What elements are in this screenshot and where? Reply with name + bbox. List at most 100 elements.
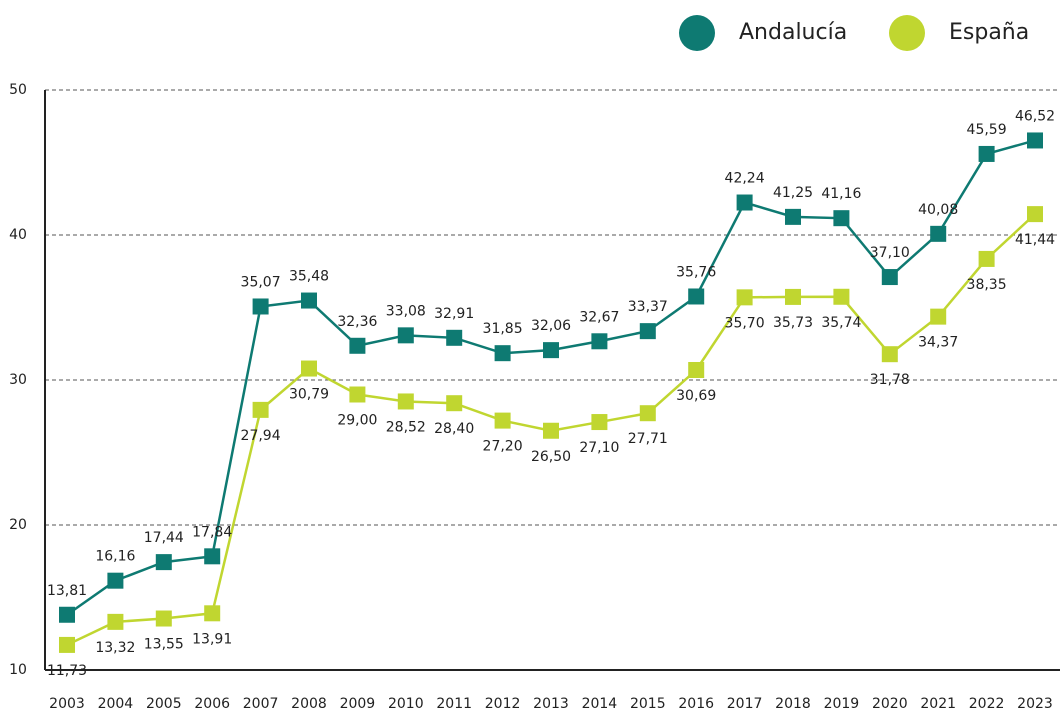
x-tick-label: 2015 bbox=[630, 696, 666, 712]
x-tick-label: 2023 bbox=[1017, 696, 1053, 712]
x-tick-label: 2020 bbox=[872, 696, 908, 712]
data-label: 42,24 bbox=[725, 171, 765, 187]
marker bbox=[639, 323, 656, 340]
data-label: 30,79 bbox=[289, 387, 329, 403]
marker bbox=[930, 225, 947, 242]
marker bbox=[494, 345, 511, 362]
data-label: 30,69 bbox=[676, 388, 716, 404]
marker bbox=[688, 361, 705, 378]
data-label: 26,50 bbox=[531, 449, 571, 465]
legend-text: España bbox=[949, 20, 1029, 45]
marker bbox=[1027, 132, 1043, 149]
x-tick-label: 2017 bbox=[727, 696, 763, 712]
marker bbox=[397, 327, 414, 344]
x-tick-label: 2018 bbox=[775, 696, 811, 712]
data-label: 16,16 bbox=[95, 549, 135, 565]
data-label: 13,91 bbox=[192, 631, 232, 647]
marker bbox=[930, 308, 947, 325]
marker bbox=[446, 395, 463, 412]
marker bbox=[688, 288, 705, 305]
marker bbox=[543, 422, 559, 439]
data-label: 28,40 bbox=[434, 421, 474, 437]
data-label: 17,84 bbox=[192, 524, 232, 540]
x-tick-label: 2022 bbox=[969, 696, 1005, 712]
marker bbox=[446, 329, 463, 346]
x-tick-label: 2003 bbox=[49, 696, 85, 712]
data-label: 32,91 bbox=[434, 306, 474, 322]
marker bbox=[301, 360, 317, 377]
data-label: 27,94 bbox=[241, 428, 281, 444]
marker bbox=[978, 250, 995, 267]
marker bbox=[736, 289, 753, 306]
data-label: 27,20 bbox=[483, 439, 523, 455]
marker bbox=[494, 412, 511, 429]
x-tick-label: 2007 bbox=[243, 696, 279, 712]
data-label: 35,07 bbox=[241, 274, 281, 290]
data-label: 31,85 bbox=[483, 321, 523, 337]
marker bbox=[591, 333, 608, 350]
data-label: 29,00 bbox=[337, 413, 377, 429]
marker bbox=[349, 386, 366, 403]
data-label: 35,76 bbox=[676, 264, 716, 280]
marker bbox=[204, 605, 221, 622]
data-label: 33,08 bbox=[386, 303, 426, 319]
data-label: 46,52 bbox=[1015, 108, 1055, 124]
y-tick-label: 50 bbox=[9, 82, 27, 98]
marker bbox=[591, 414, 608, 431]
x-tick-label: 2009 bbox=[340, 696, 376, 712]
data-label: 28,52 bbox=[386, 419, 426, 435]
data-label: 31,78 bbox=[870, 372, 910, 388]
marker bbox=[252, 401, 269, 418]
x-tick-label: 2021 bbox=[920, 696, 956, 712]
marker bbox=[736, 194, 753, 211]
x-tick-label: 2011 bbox=[436, 696, 472, 712]
data-label: 33,37 bbox=[628, 299, 668, 315]
marker bbox=[1027, 206, 1043, 223]
marker bbox=[397, 393, 414, 410]
data-label: 41,16 bbox=[821, 186, 861, 202]
y-tick-label: 30 bbox=[9, 372, 27, 388]
marker bbox=[107, 572, 124, 589]
legend-text: Andalucía bbox=[739, 20, 847, 45]
marker bbox=[881, 269, 898, 286]
marker bbox=[978, 145, 995, 162]
x-tick-label: 2008 bbox=[291, 696, 327, 712]
x-tick-label: 2004 bbox=[98, 696, 134, 712]
marker bbox=[252, 298, 269, 315]
data-label: 35,48 bbox=[289, 269, 329, 285]
marker bbox=[155, 554, 172, 571]
marker bbox=[204, 548, 221, 565]
marker bbox=[833, 288, 850, 305]
data-label: 32,36 bbox=[337, 314, 377, 330]
data-label: 35,73 bbox=[773, 315, 813, 331]
data-label: 11,73 bbox=[47, 663, 87, 679]
marker bbox=[785, 288, 801, 305]
marker bbox=[543, 342, 559, 359]
x-tick-label: 2019 bbox=[824, 696, 860, 712]
marker bbox=[639, 405, 656, 422]
marker bbox=[107, 613, 124, 630]
x-tick-label: 2016 bbox=[678, 696, 714, 712]
y-tick-label: 40 bbox=[9, 227, 27, 243]
data-label: 35,70 bbox=[725, 315, 765, 331]
x-tick-label: 2010 bbox=[388, 696, 424, 712]
data-label: 27,10 bbox=[579, 440, 619, 456]
data-label: 40,08 bbox=[918, 202, 958, 218]
x-tick-label: 2005 bbox=[146, 696, 182, 712]
x-tick-label: 2006 bbox=[194, 696, 230, 712]
data-label: 13,32 bbox=[95, 640, 135, 656]
marker bbox=[301, 292, 317, 309]
data-label: 37,10 bbox=[870, 245, 910, 261]
legend-swatch bbox=[679, 15, 715, 51]
data-label: 13,81 bbox=[47, 583, 87, 599]
legend-swatch bbox=[889, 15, 925, 51]
y-tick-label: 10 bbox=[9, 662, 27, 678]
data-label: 45,59 bbox=[967, 122, 1007, 138]
data-label: 34,37 bbox=[918, 335, 958, 351]
x-tick-label: 2013 bbox=[533, 696, 569, 712]
x-tick-label: 2012 bbox=[485, 696, 521, 712]
data-label: 41,25 bbox=[773, 185, 813, 201]
data-label: 38,35 bbox=[967, 277, 1007, 293]
marker bbox=[59, 606, 75, 623]
